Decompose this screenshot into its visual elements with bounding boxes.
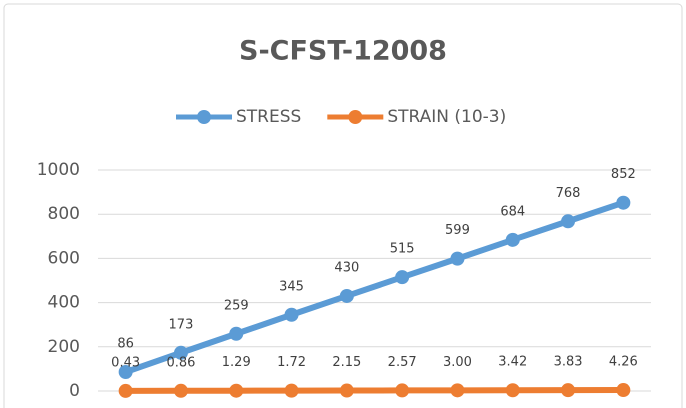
legend-marker bbox=[197, 110, 211, 124]
data-point bbox=[616, 383, 631, 398]
data-point bbox=[229, 326, 244, 341]
data-label: 3.42 bbox=[498, 355, 527, 370]
data-label: 1.29 bbox=[222, 355, 251, 370]
data-point bbox=[505, 383, 520, 398]
y-tick-label: 400 bbox=[48, 293, 80, 313]
data-point bbox=[173, 345, 188, 360]
data-label: 684 bbox=[500, 204, 525, 219]
data-label: 0.43 bbox=[111, 355, 140, 370]
data-label: 2.15 bbox=[332, 355, 361, 370]
data-label: 852 bbox=[611, 167, 636, 182]
data-label: 86 bbox=[117, 336, 134, 351]
legend-label: STRESS bbox=[236, 107, 301, 127]
data-label: 515 bbox=[390, 242, 415, 257]
data-label: 1.72 bbox=[277, 355, 306, 370]
chart-title: S-CFST-12008 bbox=[239, 36, 447, 67]
data-label: 2.57 bbox=[388, 355, 417, 370]
data-label: 173 bbox=[169, 317, 194, 332]
y-tick-label: 0 bbox=[69, 381, 80, 401]
series-line bbox=[124, 199, 625, 375]
y-tick-label: 600 bbox=[48, 248, 80, 268]
data-label: 259 bbox=[224, 298, 249, 313]
data-point bbox=[395, 270, 410, 285]
data-label: 768 bbox=[556, 186, 581, 201]
data-label: 430 bbox=[334, 260, 359, 275]
data-label: 3.83 bbox=[554, 355, 583, 370]
legend-marker bbox=[348, 110, 363, 124]
data-point bbox=[118, 364, 133, 379]
data-point bbox=[505, 232, 520, 247]
data-point bbox=[561, 383, 576, 398]
y-tick-label: 200 bbox=[48, 337, 80, 357]
y-tick-label: 1000 bbox=[37, 160, 80, 180]
data-label: 3.00 bbox=[443, 355, 472, 370]
data-point bbox=[284, 307, 299, 322]
data-point bbox=[229, 383, 244, 398]
data-point bbox=[284, 383, 299, 398]
data-point bbox=[450, 251, 465, 266]
data-label: 345 bbox=[279, 279, 304, 294]
data-point bbox=[395, 383, 410, 398]
data-point bbox=[118, 383, 133, 398]
data-point bbox=[616, 195, 631, 210]
chart-border bbox=[3, 3, 683, 408]
data-label: 4.26 bbox=[609, 355, 638, 370]
data-label: 0.86 bbox=[166, 355, 195, 370]
data-point bbox=[561, 214, 576, 229]
legend-label: STRAIN (10-3) bbox=[387, 107, 506, 127]
series-line bbox=[125, 387, 624, 394]
data-point bbox=[450, 383, 465, 398]
data-point bbox=[339, 288, 354, 303]
data-point bbox=[339, 383, 354, 398]
data-label: 599 bbox=[445, 223, 470, 238]
data-point bbox=[173, 383, 188, 398]
y-tick-label: 800 bbox=[48, 204, 80, 224]
